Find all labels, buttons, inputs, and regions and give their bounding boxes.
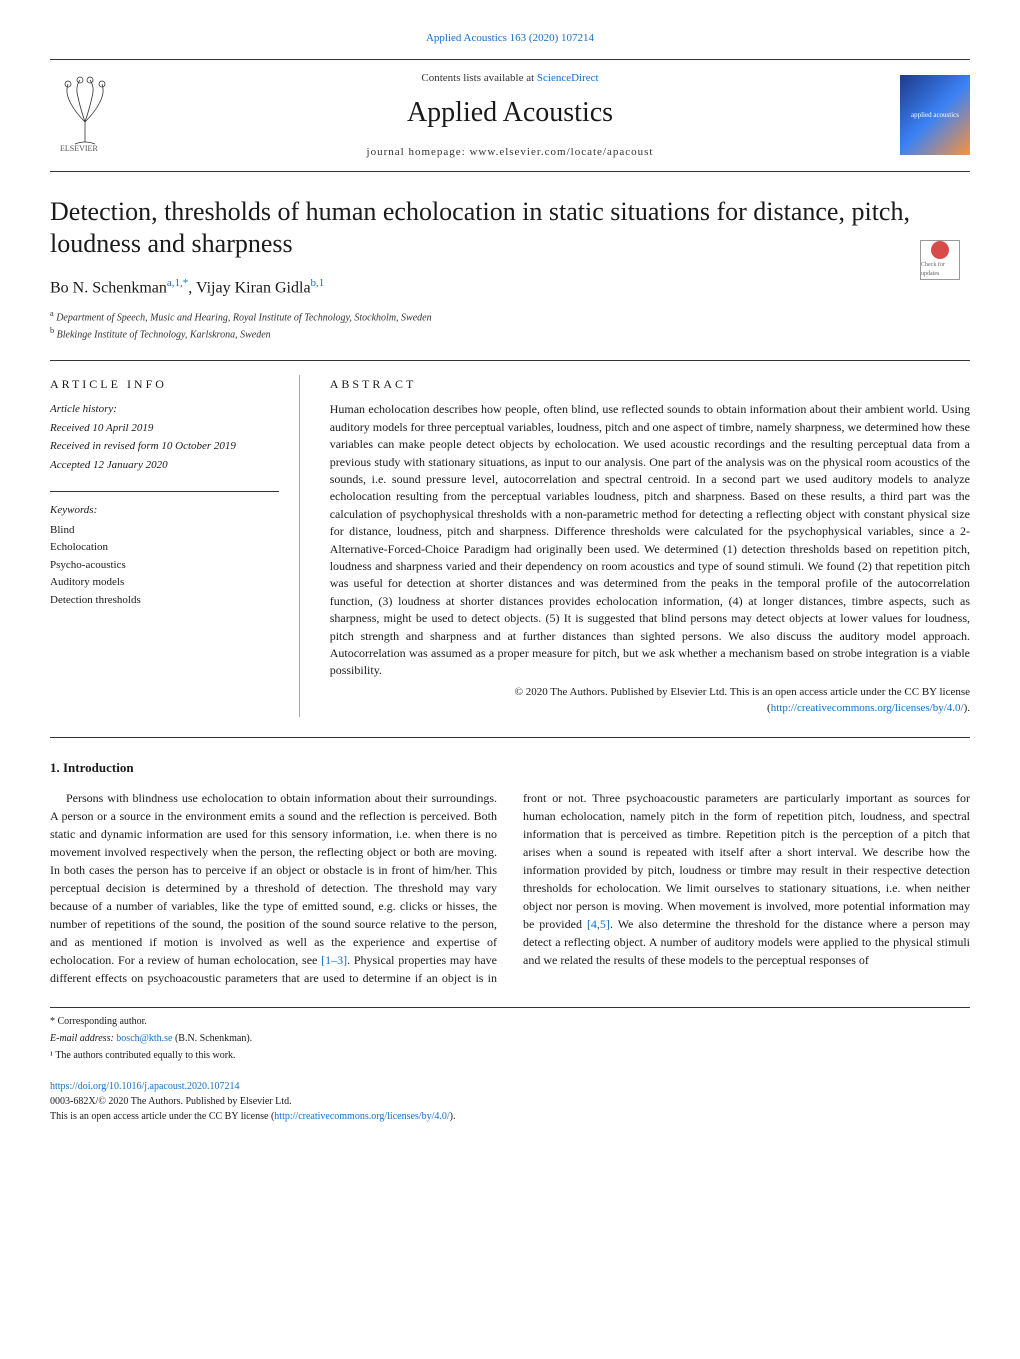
author-2: , Vijay Kiran Gidla [188, 279, 310, 296]
keyword: Blind [50, 522, 279, 539]
section-divider [50, 737, 970, 738]
body-columns: Persons with blindness use echolocation … [50, 789, 970, 987]
history-label: Article history: [50, 401, 279, 418]
article-title: Detection, thresholds of human echolocat… [50, 196, 970, 261]
journal-center-block: Contents lists available at ScienceDirec… [120, 70, 900, 161]
open-access-prefix: This is an open access article under the… [50, 1111, 274, 1122]
check-updates-label: Check for updates [921, 261, 959, 279]
license-suffix: ). [964, 702, 970, 714]
ref-link[interactable]: [1–3] [321, 953, 347, 967]
email-label: E-mail address: [50, 1033, 116, 1044]
contents-available-line: Contents lists available at ScienceDirec… [120, 70, 900, 87]
contribution-note: ¹ The authors contributed equally to thi… [50, 1048, 970, 1063]
history-accepted: Accepted 12 January 2020 [50, 457, 279, 474]
email-line: E-mail address: bosch@kth.se (B.N. Schen… [50, 1031, 970, 1046]
keyword: Detection thresholds [50, 592, 279, 609]
check-updates-icon [931, 241, 949, 259]
keyword: Echolocation [50, 539, 279, 556]
author-2-sup: b,1 [311, 277, 325, 289]
abstract-text: Human echolocation describes how people,… [330, 401, 970, 679]
doi-link[interactable]: https://doi.org/10.1016/j.apacoust.2020.… [50, 1079, 970, 1094]
abstract-pane: ABSTRACT Human echolocation describes ho… [330, 375, 970, 716]
author-line: Bo N. Schenkmana,1,*, Vijay Kiran Gidlab… [50, 275, 970, 300]
license-line: © 2020 The Authors. Published by Elsevie… [330, 684, 970, 717]
journal-header-bar: ELSEVIER Contents lists available at Sci… [50, 59, 970, 172]
contents-text: Contents lists available at [421, 72, 534, 84]
journal-name: Applied Acoustics [120, 92, 900, 134]
journal-homepage-line[interactable]: journal homepage: www.elsevier.com/locat… [120, 144, 900, 161]
corresponding-note: * Corresponding author. [50, 1014, 970, 1029]
elsevier-tree-logo: ELSEVIER [50, 72, 120, 158]
svg-text:ELSEVIER: ELSEVIER [60, 144, 98, 152]
issn-line: 0003-682X/© 2020 The Authors. Published … [50, 1094, 970, 1109]
author-1: Bo N. Schenkman [50, 279, 167, 296]
author-1-sup: a,1,* [167, 277, 188, 289]
open-access-suffix: ). [450, 1111, 456, 1122]
abstract-heading: ABSTRACT [330, 375, 970, 393]
email-link[interactable]: bosch@kth.se [116, 1033, 172, 1044]
history-received: Received 10 April 2019 [50, 420, 279, 437]
affiliation-b: b Blekinge Institute of Technology, Karl… [50, 325, 970, 342]
intro-heading: 1. Introduction [50, 758, 970, 778]
affiliations-block: a Department of Speech, Music and Hearin… [50, 308, 970, 343]
article-info-heading: ARTICLE INFO [50, 375, 279, 393]
email-suffix: (B.N. Schenkman). [172, 1033, 252, 1044]
cc-link[interactable]: http://creativecommons.org/licenses/by/4… [274, 1111, 449, 1122]
article-info-pane: ARTICLE INFO Article history: Received 1… [50, 375, 300, 716]
keyword: Psycho-acoustics [50, 557, 279, 574]
footnote-block: * Corresponding author. E-mail address: … [50, 1007, 970, 1063]
footer-block: https://doi.org/10.1016/j.apacoust.2020.… [50, 1079, 970, 1124]
intro-paragraph: Persons with blindness use echolocation … [50, 789, 970, 987]
keywords-block: Keywords: Blind Echolocation Psycho-acou… [50, 491, 279, 608]
journal-cover-thumb: applied acoustics [900, 75, 970, 155]
ref-link[interactable]: [4,5] [587, 917, 610, 931]
keyword: Auditory models [50, 574, 279, 591]
cover-label: applied acoustics [911, 110, 959, 121]
article-history-block: Article history: Received 10 April 2019 … [50, 401, 279, 473]
license-link[interactable]: http://creativecommons.org/licenses/by/4… [771, 702, 964, 714]
check-updates-badge[interactable]: Check for updates [920, 240, 960, 280]
history-revised: Received in revised form 10 October 2019 [50, 438, 279, 455]
keywords-label: Keywords: [50, 502, 279, 519]
sciencedirect-link[interactable]: ScienceDirect [537, 72, 599, 84]
citation-link[interactable]: Applied Acoustics 163 (2020) 107214 [50, 30, 970, 47]
open-access-line: This is an open access article under the… [50, 1109, 970, 1124]
affiliation-a: a Department of Speech, Music and Hearin… [50, 308, 970, 325]
